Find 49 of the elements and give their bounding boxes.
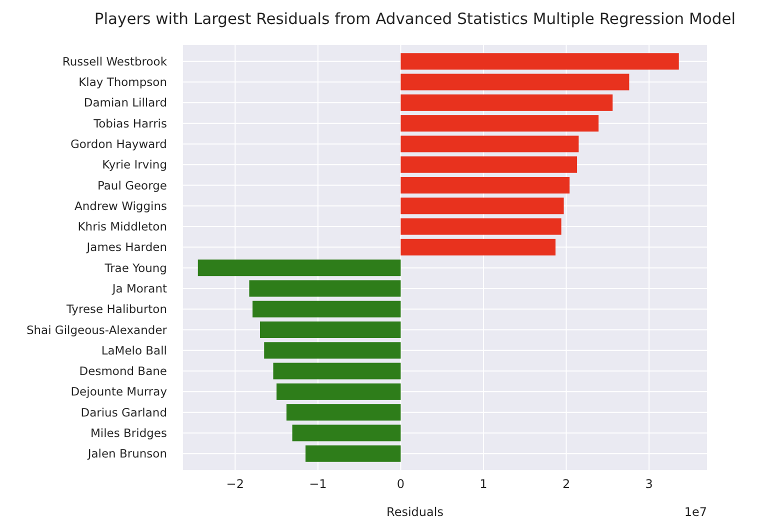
y-tick-label: Shai Gilgeous-Alexander [26, 322, 168, 337]
y-tick-label: Damian Lillard [84, 96, 167, 110]
bar [249, 280, 401, 297]
y-tick-label: Dejounte Murray [70, 384, 168, 399]
y-tick-label: Russell Westbrook [62, 54, 168, 68]
bar [198, 260, 401, 276]
bar [252, 300, 401, 318]
y-tick-label: Darius Garland [80, 405, 167, 420]
x-tick-label: −1 [309, 477, 327, 491]
chart-title: Players with Largest Residuals from Advanced Statistics Multiple Regression Model [94, 10, 736, 28]
y-tick-label: Jalen Brunson [86, 446, 167, 461]
bar [400, 238, 556, 256]
y-tick-label: Khris Middleton [78, 220, 167, 234]
bar [260, 321, 401, 338]
bar [400, 53, 679, 70]
y-tick-label: Kyrie Irving [102, 158, 167, 172]
x-tick-label: 2 [562, 477, 570, 491]
bar [400, 136, 579, 152]
y-tick-label: Gordon Hayward [70, 136, 167, 151]
y-tick-label: Klay Thompson [78, 75, 167, 90]
y-tick-label: Ja Morant [111, 281, 168, 296]
bar [400, 94, 613, 111]
bar [276, 383, 401, 400]
bar [400, 156, 578, 173]
bar [400, 176, 570, 194]
y-tick-label: Trae Young [104, 260, 167, 275]
bar [306, 445, 401, 462]
bar [400, 198, 564, 214]
y-tick-label: Desmond Bane [79, 364, 167, 378]
y-tick-label: Paul George [97, 178, 167, 192]
bar [292, 424, 401, 442]
x-tick-label: −2 [226, 477, 244, 491]
x-axis-title: Residuals [386, 505, 444, 519]
bar [400, 218, 562, 235]
bar [400, 115, 599, 132]
y-tick-label: Tobias Harris [92, 116, 167, 130]
y-tick-label: James Harden [86, 240, 167, 254]
x-tick-label: 1 [480, 477, 488, 491]
x-tick-label: 3 [645, 477, 653, 491]
bar [264, 342, 401, 359]
y-tick-label: Andrew Wiggins [74, 198, 167, 213]
bar [400, 74, 630, 90]
y-tick-label: Tyrese Haliburton [65, 302, 167, 316]
y-tick-label: Miles Bridges [90, 426, 168, 440]
text: 1e7 [684, 505, 707, 519]
y-tick-label: LaMelo Ball [101, 343, 167, 358]
bar [273, 362, 401, 380]
bar [286, 404, 401, 421]
x-tick-label: 0 [396, 477, 405, 491]
